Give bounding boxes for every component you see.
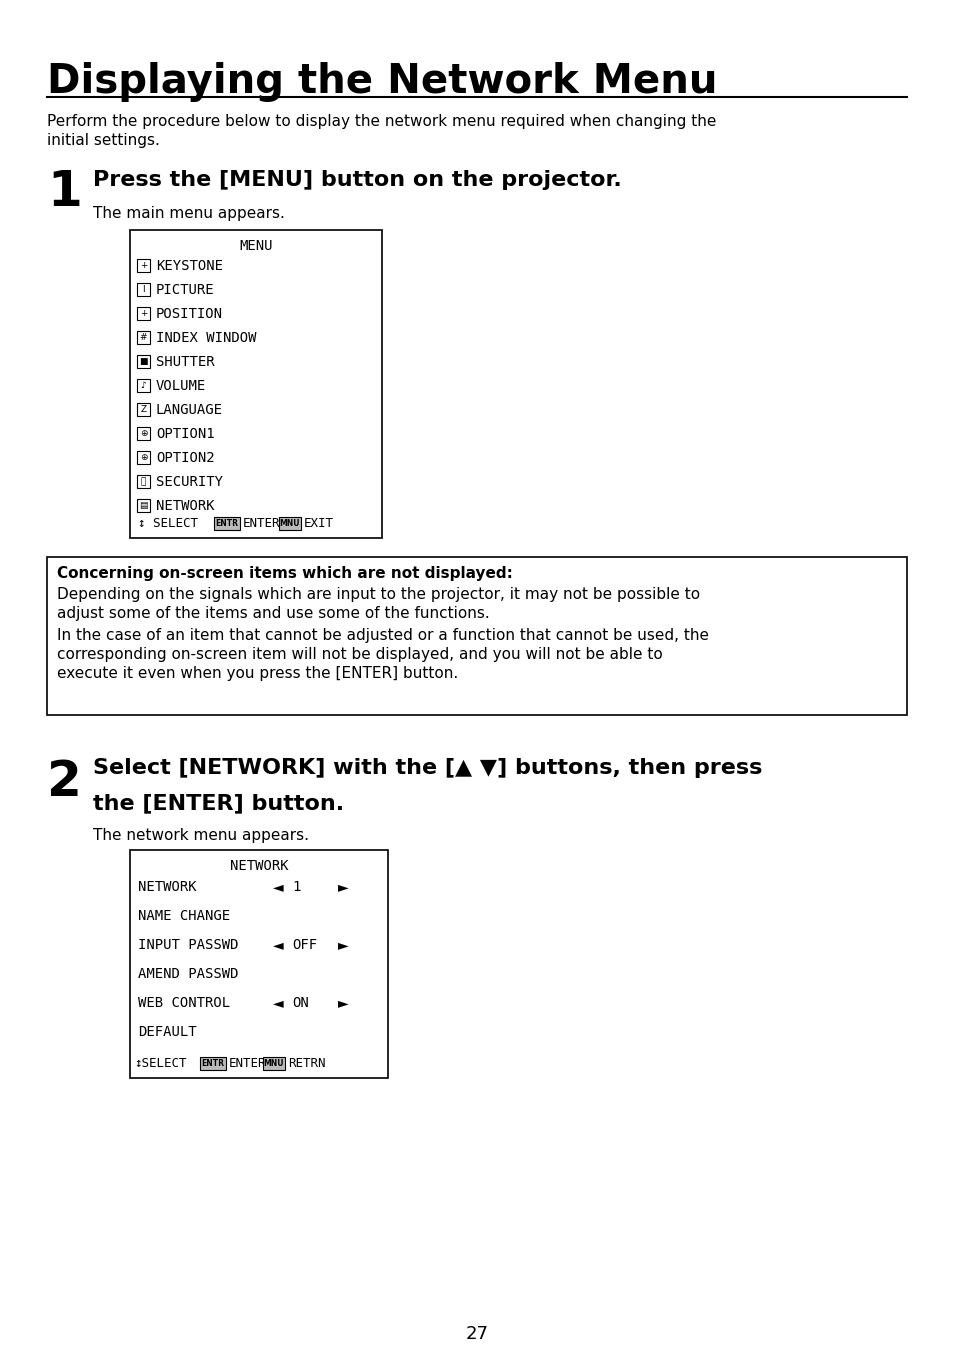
Bar <box>137 259 150 272</box>
Text: Concerning on-screen items which are not displayed:: Concerning on-screen items which are not… <box>57 566 513 581</box>
Text: OFF: OFF <box>292 938 316 953</box>
Text: ■: ■ <box>139 356 148 366</box>
Bar <box>130 230 381 538</box>
Text: I: I <box>142 285 145 294</box>
Text: ENTR: ENTR <box>201 1060 224 1068</box>
Text: ↕ SELECT: ↕ SELECT <box>138 518 198 530</box>
Text: MNU: MNU <box>263 1060 284 1068</box>
Text: ⊕: ⊕ <box>139 430 147 438</box>
Bar <box>137 308 150 320</box>
Text: ◄: ◄ <box>273 938 283 953</box>
Text: Depending on the signals which are input to the projector, it may not be possibl: Depending on the signals which are input… <box>57 587 700 602</box>
Text: NETWORK: NETWORK <box>138 879 196 894</box>
Text: Select [NETWORK] with the [▲ ▼] buttons, then press: Select [NETWORK] with the [▲ ▼] buttons,… <box>92 757 761 778</box>
Bar <box>137 427 150 440</box>
Text: 2: 2 <box>47 757 82 806</box>
Text: #: # <box>139 333 147 341</box>
Text: The main menu appears.: The main menu appears. <box>92 206 285 221</box>
Text: LANGUAGE: LANGUAGE <box>156 402 223 417</box>
Bar <box>137 476 150 488</box>
Text: Displaying the Network Menu: Displaying the Network Menu <box>47 62 717 102</box>
Text: SECURITY: SECURITY <box>156 476 223 489</box>
Text: DEFAULT: DEFAULT <box>138 1024 196 1039</box>
Text: ♪: ♪ <box>140 381 146 390</box>
Bar <box>137 355 150 369</box>
Text: SHUTTER: SHUTTER <box>156 355 214 369</box>
Text: INPUT PASSWD: INPUT PASSWD <box>138 938 238 953</box>
Text: ►: ► <box>337 996 348 1009</box>
Text: MNU: MNU <box>279 519 300 528</box>
Text: corresponding on-screen item will not be displayed, and you will not be able to: corresponding on-screen item will not be… <box>57 646 662 663</box>
Bar <box>130 850 388 1079</box>
Text: initial settings.: initial settings. <box>47 133 160 148</box>
Text: VOLUME: VOLUME <box>156 379 206 393</box>
Text: Press the [MENU] button on the projector.: Press the [MENU] button on the projector… <box>92 169 621 190</box>
Bar <box>137 283 150 295</box>
Bar <box>213 518 240 530</box>
Text: POSITION: POSITION <box>156 308 223 321</box>
Text: PICTURE: PICTURE <box>156 283 214 297</box>
Text: NETWORK: NETWORK <box>230 859 288 873</box>
Text: ENTER: ENTER <box>229 1057 266 1070</box>
Bar <box>137 499 150 512</box>
Text: INDEX WINDOW: INDEX WINDOW <box>156 331 256 346</box>
Text: MENU: MENU <box>239 238 273 253</box>
Text: adjust some of the items and use some of the functions.: adjust some of the items and use some of… <box>57 606 489 621</box>
Text: ENTR: ENTR <box>215 519 238 528</box>
Text: 27: 27 <box>465 1325 488 1343</box>
Text: 1: 1 <box>292 879 300 894</box>
Text: OPTION1: OPTION1 <box>156 427 214 440</box>
Text: OPTION2: OPTION2 <box>156 451 214 465</box>
Text: In the case of an item that cannot be adjusted or a function that cannot be used: In the case of an item that cannot be ad… <box>57 627 708 644</box>
Bar <box>200 1057 226 1070</box>
Text: +: + <box>139 262 147 270</box>
Bar <box>137 451 150 463</box>
Bar <box>137 379 150 392</box>
Bar <box>137 402 150 416</box>
Text: The network menu appears.: The network menu appears. <box>92 828 309 843</box>
Text: the [ENTER] button.: the [ENTER] button. <box>92 793 344 813</box>
Text: ⚿: ⚿ <box>141 477 146 486</box>
Text: execute it even when you press the [ENTER] button.: execute it even when you press the [ENTE… <box>57 667 457 682</box>
Text: ◄: ◄ <box>273 996 283 1009</box>
Text: NETWORK: NETWORK <box>156 499 214 514</box>
Text: ►: ► <box>337 879 348 894</box>
Text: ON: ON <box>292 996 309 1009</box>
Bar <box>263 1057 285 1070</box>
Text: RETRN: RETRN <box>288 1057 325 1070</box>
Text: KEYSTONE: KEYSTONE <box>156 259 223 272</box>
Text: AMEND PASSWD: AMEND PASSWD <box>138 967 238 981</box>
Text: ►: ► <box>337 938 348 953</box>
Bar <box>47 557 906 715</box>
Text: ENTER: ENTER <box>243 518 280 530</box>
Bar <box>137 331 150 344</box>
Text: WEB CONTROL: WEB CONTROL <box>138 996 230 1009</box>
Text: Z: Z <box>140 405 147 415</box>
Text: 1: 1 <box>47 168 82 215</box>
Bar <box>278 518 301 530</box>
Text: Perform the procedure below to display the network menu required when changing t: Perform the procedure below to display t… <box>47 114 716 129</box>
Text: ◄: ◄ <box>273 879 283 894</box>
Text: EXIT: EXIT <box>304 518 334 530</box>
Text: +: + <box>139 309 147 318</box>
Text: ▤: ▤ <box>139 501 148 509</box>
Text: NAME CHANGE: NAME CHANGE <box>138 909 230 923</box>
Text: ↕SELECT: ↕SELECT <box>133 1057 186 1070</box>
Text: ⊕: ⊕ <box>139 453 147 462</box>
